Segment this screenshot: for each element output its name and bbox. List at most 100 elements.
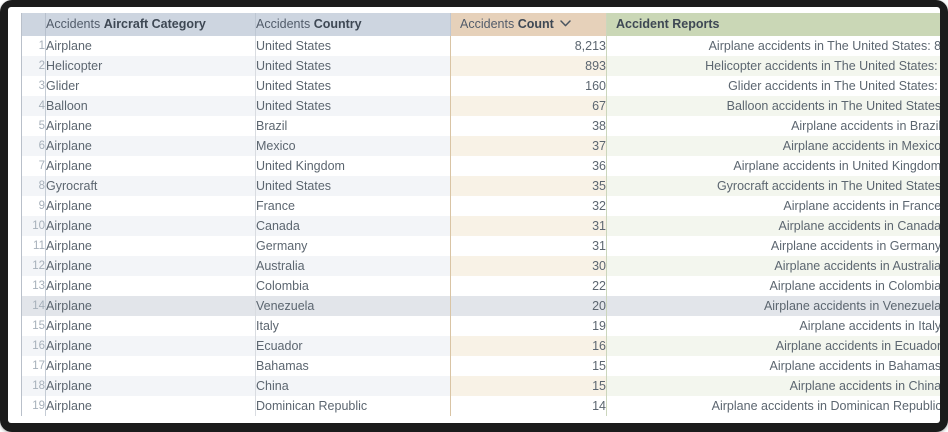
cell-country: Australia: [255, 256, 451, 276]
table-row[interactable]: 1 Airplane United States 8,213 Airplane acci…: [21, 36, 940, 56]
column-header-accident-reports[interactable]: Accident Reports: [606, 13, 940, 36]
cell-aircraft-category: Airplane: [45, 376, 256, 396]
cell-accident-report: Airplane accidents in France: 32: [783, 199, 940, 213]
column-prefix: Accidents: [46, 17, 101, 31]
table-row[interactable]: 5 Airplane Brazil 38 Airplane accidents in B…: [21, 116, 940, 136]
cell-count: 32: [450, 196, 607, 216]
cell-count: 37: [450, 136, 607, 156]
cell-count: 22: [450, 276, 607, 296]
column-label: Country: [313, 17, 362, 31]
table-row[interactable]: 16 Airplane Ecuador 16 Airplane accidents in…: [21, 336, 940, 356]
cell-aircraft-category: Airplane: [45, 396, 256, 416]
row-number: 8: [21, 176, 46, 196]
column-header-aircraft-category[interactable]: Accidents Aircraft Category: [45, 13, 256, 36]
column-label: Aircraft Category: [103, 17, 206, 31]
row-number: 16: [21, 336, 46, 356]
cell-count: 30: [450, 256, 607, 276]
table-row[interactable]: 2 Helicopter United States 893 Helicopter ac…: [21, 56, 940, 76]
sort-descending-chevron-down-icon[interactable]: [560, 20, 571, 27]
cell-accident-report: Helicopter accidents in The United State…: [606, 56, 940, 76]
row-number: 18: [21, 376, 46, 396]
cell-country: Bahamas: [255, 356, 451, 376]
cell-count: 19: [450, 316, 607, 336]
cell-accident-report: Airplane accidents in Germany: 31: [770, 239, 940, 253]
cell-country: United States: [255, 36, 451, 56]
row-number: 9: [21, 196, 46, 216]
cell-aircraft-category: Airplane: [45, 356, 256, 376]
table-row[interactable]: 7 Airplane United Kingdom 36 Airplane accide…: [21, 156, 940, 176]
table-row[interactable]: 18 Airplane China 15 Airplane accidents in C…: [21, 376, 940, 396]
cell-aircraft-category: Airplane: [45, 296, 256, 316]
column-header-country[interactable]: Accidents Country: [255, 13, 451, 36]
cell-accident-report: Airplane accidents in Mexico: 37: [606, 136, 940, 156]
cell-aircraft-category: Balloon: [45, 96, 256, 116]
cell-aircraft-category: Airplane: [45, 116, 256, 136]
cell-count: 15: [450, 356, 607, 376]
cell-accident-report: Airplane accidents in United Kingdom: 36: [733, 159, 940, 173]
table-row[interactable]: 6 Airplane Mexico 37 Airplane accidents in M…: [21, 136, 940, 156]
cell-accident-report: Airplane accidents in Ecuador: 16: [606, 336, 940, 356]
cell-aircraft-category: Airplane: [45, 316, 256, 336]
table-row[interactable]: 12 Airplane Australia 30 Airplane accidents …: [21, 256, 940, 276]
cell-count: 67: [450, 96, 607, 116]
column-header-count[interactable]: Accidents Count: [450, 13, 607, 36]
cell-accident-report: Balloon accidents in The United States: …: [606, 96, 940, 116]
cell-aircraft-category: Airplane: [45, 236, 256, 256]
cell-country: Dominican Republic: [255, 396, 451, 416]
cell-aircraft-category: Airplane: [45, 276, 256, 296]
cell-aircraft-category: Airplane: [45, 136, 256, 156]
cell-count: 160: [450, 76, 607, 96]
cell-country: United States: [255, 56, 451, 76]
cell-count: 20: [450, 296, 607, 316]
table-row[interactable]: 8 Gyrocraft United States 35 Gyrocraft accid…: [21, 176, 940, 196]
table-row[interactable]: 14 Airplane Venezuela 20 Airplane accidents …: [21, 296, 940, 316]
cell-accident-report: Airplane accidents in Canada: 31: [606, 216, 940, 236]
cell-count: 16: [450, 336, 607, 356]
row-number: 13: [21, 276, 46, 296]
column-label: Count: [517, 17, 554, 31]
row-number: 19: [21, 396, 46, 416]
table-row[interactable]: 11 Airplane Germany 31 Airplane accidents in…: [21, 236, 940, 256]
row-number: 2: [21, 56, 46, 76]
cell-accident-report: Airplane accidents in Bahamas: 15: [769, 359, 940, 373]
cell-count: 893: [450, 56, 607, 76]
cell-accident-report: Airplane accidents in Venezuela: 20: [606, 296, 940, 316]
table-row[interactable]: 10 Airplane Canada 31 Airplane accidents in …: [21, 216, 940, 236]
cell-accident-report: Airplane accidents in Dominican Republic…: [711, 399, 940, 413]
cell-country: United States: [255, 176, 451, 196]
table-row[interactable]: 9 Airplane France 32 Airplane accidents in F…: [21, 196, 940, 216]
table-row[interactable]: 3 Glider United States 160 Glider accidents …: [21, 76, 940, 96]
table-body: 1 Airplane United States 8,213 Airplane acci…: [21, 36, 940, 416]
cell-country: Mexico: [255, 136, 451, 156]
cell-accident-report: Gyrocraft accidents in The United States…: [606, 176, 940, 196]
row-number: 11: [21, 236, 46, 256]
cell-country: France: [255, 196, 451, 216]
cell-count: 14: [450, 396, 607, 416]
table-row[interactable]: 13 Airplane Colombia 22 Airplane accidents i…: [21, 276, 940, 296]
table-row[interactable]: 4 Balloon United States 67 Balloon accidents…: [21, 96, 940, 116]
cell-accident-report: Airplane accidents in Australia: 30: [606, 256, 940, 276]
table-row[interactable]: 19 Airplane Dominican Republic 14 Airplane a…: [21, 396, 940, 416]
cell-country: Ecuador: [255, 336, 451, 356]
table-row[interactable]: 15 Airplane Italy 19 Airplane accidents in I…: [21, 316, 940, 336]
cell-aircraft-category: Glider: [45, 76, 256, 96]
row-number: 12: [21, 256, 46, 276]
row-number: 15: [21, 316, 46, 336]
row-number: 3: [21, 76, 46, 96]
row-number: 5: [21, 116, 46, 136]
header-row: Accidents Aircraft Category Accidents Co…: [21, 13, 940, 36]
cell-count: 31: [450, 236, 607, 256]
cell-country: Canada: [255, 216, 451, 236]
cell-aircraft-category: Helicopter: [45, 56, 256, 76]
cell-accident-report: Airplane accidents in The United States:…: [708, 39, 940, 53]
cell-count: 35: [450, 176, 607, 196]
cell-country: Venezuela: [255, 296, 451, 316]
table-row[interactable]: 17 Airplane Bahamas 15 Airplane accidents in…: [21, 356, 940, 376]
cell-accident-report: Airplane accidents in Italy: 19: [799, 319, 940, 333]
cell-country: Colombia: [255, 276, 451, 296]
cell-country: Germany: [255, 236, 451, 256]
cell-aircraft-category: Airplane: [45, 36, 256, 56]
cell-country: Brazil: [255, 116, 451, 136]
row-number: 7: [21, 156, 46, 176]
